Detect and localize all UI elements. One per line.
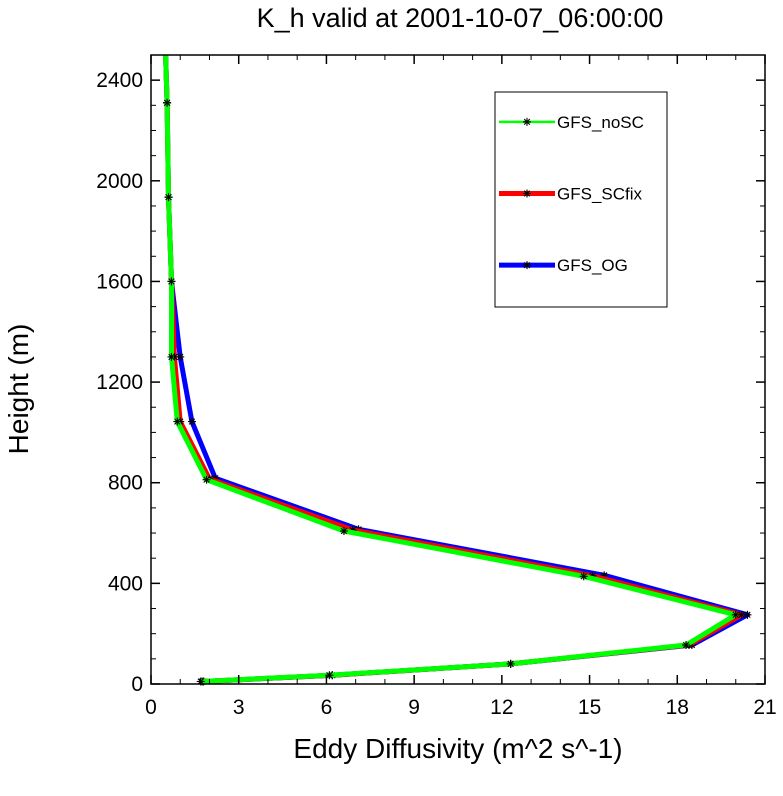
legend-marker-gfs-scfix: [523, 189, 531, 198]
y-axis-label: Height (m): [3, 324, 34, 455]
legend-marker-gfs-og: [523, 261, 531, 270]
data-point-gfs-nosc-12: [163, 98, 172, 107]
data-point-gfs-nosc-6: [339, 527, 348, 536]
series-line-gfs-nosc: [163, 54, 739, 684]
data-point-gfs-nosc-3: [682, 641, 691, 650]
y-tick-label: 1200: [96, 371, 143, 394]
data-point-gfs-nosc-4: [731, 610, 740, 619]
data-point-gfs-nosc-7: [202, 475, 211, 484]
data-point-gfs-nosc-10: [167, 277, 176, 286]
data-point-gfs-nosc-11: [164, 193, 173, 202]
legend-box: [494, 91, 668, 308]
y-tick-label: 2400: [96, 69, 143, 92]
legend-item-gfs-nosc: GFS_noSC: [499, 113, 644, 132]
legend-marker-gfs-nosc: [523, 117, 531, 126]
data-point-gfs-nosc-1: [325, 671, 334, 680]
data-point-gfs-nosc-9: [167, 352, 176, 361]
y-tick-label: 1600: [96, 270, 143, 293]
y-tick-label: 800: [108, 472, 143, 495]
x-axis-label: Eddy Diffusivity (m^2 s^-1): [293, 733, 622, 764]
series-layer: [163, 54, 752, 686]
x-tick-label: 15: [578, 696, 601, 719]
data-point-gfs-nosc-8: [173, 417, 182, 426]
plot-frame: [150, 54, 766, 685]
axis-layer: 0 3 6 9 12 15 18 21 0 400 800 1200 1600 2000 2400: [96, 54, 777, 719]
x-tick-label: 3: [233, 696, 245, 719]
chart-title: K_h valid at 2001-10-07_06:00:00: [257, 3, 664, 33]
y-tick-label: 0: [131, 673, 143, 696]
legend: GFS_noSC GFS_SCfix GFS_OG: [494, 91, 668, 308]
x-tick-label: 0: [145, 696, 157, 719]
legend-label-gfs-nosc: GFS_noSC: [557, 113, 644, 132]
legend-label-gfs-og: GFS_OG: [557, 256, 628, 275]
y-tick-label: 2000: [96, 170, 143, 193]
data-point-gfs-og-4: [743, 610, 752, 619]
x-tick-label: 12: [490, 696, 513, 719]
x-tick-label: 18: [666, 696, 689, 719]
x-tick-label: 6: [321, 696, 333, 719]
data-point-gfs-og-8: [187, 417, 196, 426]
legend-item-gfs-scfix: GFS_SCfix: [499, 185, 643, 204]
data-point-gfs-nosc-5: [579, 572, 588, 581]
x-tick-label: 9: [408, 696, 420, 719]
legend-label-gfs-scfix: GFS_SCfix: [557, 185, 643, 204]
y-tick-label: 400: [108, 572, 143, 595]
legend-item-gfs-og: GFS_OG: [499, 256, 628, 275]
series-gfs-nosc: [163, 54, 740, 686]
x-tick-label: 21: [753, 696, 776, 719]
data-point-gfs-nosc-2: [506, 659, 515, 668]
